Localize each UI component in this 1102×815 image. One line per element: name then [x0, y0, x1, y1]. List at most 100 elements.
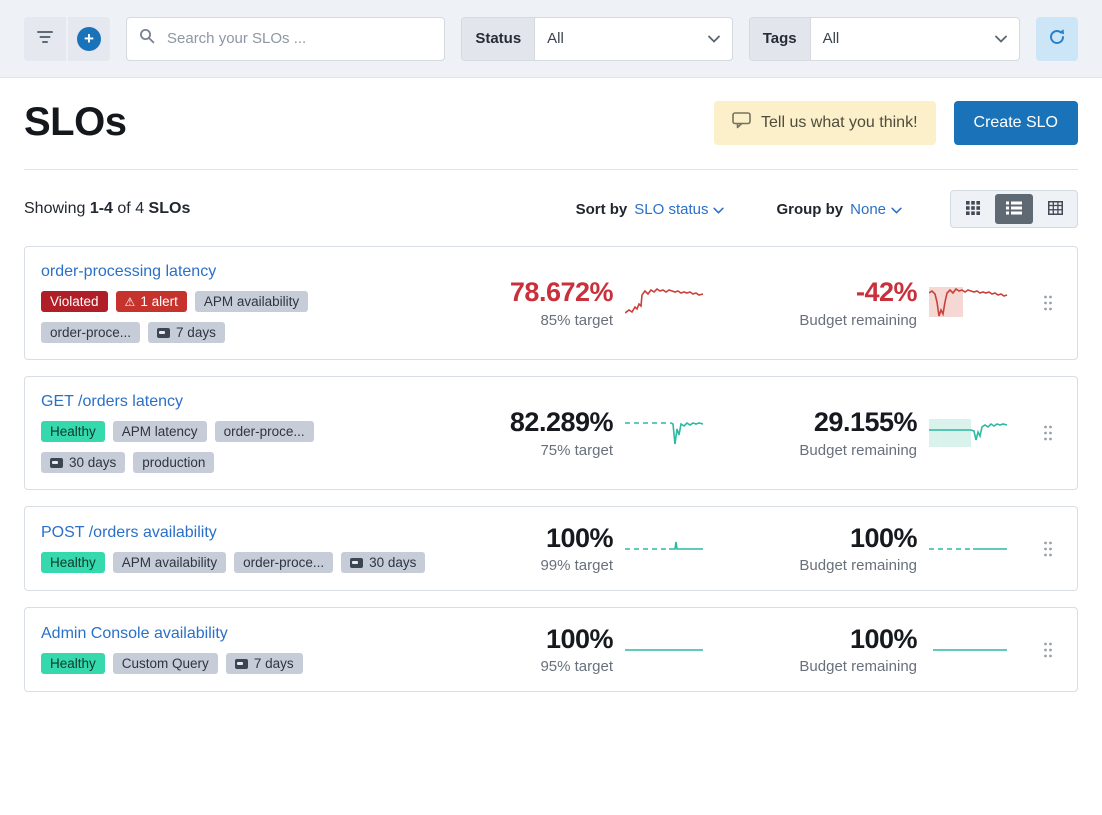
budget-sparkline	[929, 419, 1008, 447]
sort-by-label: Sort by	[575, 200, 628, 218]
tag[interactable]: Custom Query	[112, 653, 218, 675]
time-window-tag[interactable]: 7 days	[148, 322, 225, 343]
sli-sparkline	[625, 541, 703, 550]
budget-metric: 100% Budget remaining	[739, 523, 917, 574]
refresh-button[interactable]	[1036, 16, 1078, 61]
budget-sparkline	[929, 287, 1008, 317]
filter-button[interactable]	[24, 16, 66, 61]
time-window-icon	[50, 457, 63, 468]
top-filter-bar: + Status All Tags All	[0, 0, 1102, 78]
status-badge[interactable]: Violated	[41, 291, 108, 312]
tags-filter-label: Tags	[749, 17, 811, 60]
time-window-label: 7 days	[253, 656, 294, 672]
kebab-menu-button[interactable]	[1035, 633, 1061, 667]
tag-row: Healthy APM latency order-proce...	[41, 421, 455, 442]
tag-row: order-proce... 7 days	[41, 322, 455, 343]
view-grid-button[interactable]	[954, 194, 992, 224]
slo-title-link[interactable]: Admin Console availability	[41, 625, 228, 643]
budget-sparkline	[929, 547, 1007, 550]
sli-target: 85% target	[540, 311, 613, 329]
create-slo-button[interactable]: Create SLO	[953, 100, 1078, 145]
tags-filter-select[interactable]: All	[811, 18, 1019, 60]
status-filter: Status All	[461, 16, 733, 61]
sli-value: 78.672%	[509, 277, 614, 308]
slo-title-link[interactable]: GET /orders latency	[41, 393, 183, 410]
time-window-tag[interactable]: 7 days	[225, 653, 303, 675]
slo-card: GET /orders latency Healthy APM latency …	[24, 376, 1078, 490]
tag[interactable]: order-proce...	[234, 552, 334, 574]
chevron-down-icon	[995, 30, 1007, 47]
slo-card: Admin Console availability Healthy Custo…	[24, 607, 1078, 693]
tag[interactable]: production	[133, 452, 215, 473]
budget-label: Budget remaining	[799, 658, 917, 676]
chevron-down-icon	[891, 201, 902, 218]
view-table-button[interactable]	[1036, 194, 1074, 224]
page-header: SLOs Tell us what you think! Create SLO	[0, 78, 1102, 145]
feedback-label: Tell us what you think!	[760, 113, 918, 131]
view-list-button[interactable]	[995, 194, 1033, 224]
sli-sparkline	[625, 421, 704, 445]
tag[interactable]: APM availability	[112, 552, 227, 574]
speech-bubble-icon	[732, 111, 751, 134]
kebab-menu-button[interactable]	[1035, 286, 1061, 320]
time-window-label: 30 days	[69, 455, 117, 470]
kebab-icon	[1044, 295, 1052, 311]
feedback-button[interactable]: Tell us what you think!	[713, 100, 936, 145]
add-filter-button[interactable]: +	[68, 16, 110, 61]
group-by-value: None	[850, 200, 886, 218]
slo-title-link[interactable]: POST /orders availability	[41, 524, 217, 542]
list-toolbar: Showing 1-4 of 4 SLOs Sort by SLO status…	[24, 190, 1078, 228]
time-window-label: 30 days	[369, 555, 417, 571]
budget-label: Budget remaining	[799, 557, 917, 575]
budget-metric: -42% Budget remaining	[739, 277, 917, 328]
kebab-menu-button[interactable]	[1035, 532, 1061, 566]
tag[interactable]: APM availability	[194, 291, 309, 312]
budget-metric: 29.155% Budget remaining	[739, 407, 917, 458]
status-filter-select[interactable]: All	[535, 18, 732, 60]
page-title: SLOs	[24, 100, 127, 144]
tag[interactable]: APM latency	[112, 421, 207, 442]
status-badge[interactable]: Healthy	[41, 552, 105, 574]
budget-value: 100%	[849, 523, 918, 553]
chevron-down-icon	[713, 201, 725, 218]
view-toggle	[950, 190, 1078, 228]
budget-metric: 100% Budget remaining	[739, 624, 917, 675]
alert-badge[interactable]: ⚠ 1 alert	[115, 291, 187, 312]
showing-count: Showing 1-4 of 4 SLOs	[24, 200, 190, 218]
sort-by-value: SLO status	[634, 200, 709, 218]
time-window-icon	[157, 327, 171, 338]
sli-value: 82.289%	[509, 407, 614, 438]
time-window-icon	[234, 658, 248, 669]
status-badge[interactable]: Healthy	[41, 421, 105, 442]
header-divider	[24, 169, 1078, 170]
sli-metric: 100% 95% target	[463, 624, 613, 675]
group-by-select[interactable]: None	[850, 201, 902, 218]
sli-metric: 82.289% 75% target	[463, 407, 614, 459]
filter-icon	[37, 30, 53, 47]
kebab-menu-button[interactable]	[1035, 416, 1061, 450]
sli-value: 100%	[545, 523, 614, 553]
search-icon	[139, 28, 155, 49]
kebab-icon	[1044, 425, 1052, 441]
sort-by-select[interactable]: SLO status	[634, 200, 725, 218]
header-actions: Tell us what you think! Create SLO	[713, 100, 1078, 145]
tag[interactable]: order-proce...	[41, 322, 141, 343]
slo-card-list: order-processing latency Violated ⚠ 1 al…	[24, 246, 1078, 693]
chevron-down-icon	[707, 30, 720, 47]
time-window-tag[interactable]: 30 days	[341, 552, 426, 574]
search-input[interactable]	[165, 29, 433, 48]
tags-filter: Tags All	[748, 16, 1021, 61]
tag[interactable]: order-proce...	[214, 421, 314, 442]
budget-label: Budget remaining	[799, 311, 917, 329]
slo-title-link[interactable]: order-processing latency	[41, 263, 217, 280]
tag-row: Violated ⚠ 1 alert APM availability	[41, 291, 455, 312]
refresh-icon	[1048, 28, 1066, 49]
showing-unit: SLOs	[148, 200, 191, 217]
sli-target: 75% target	[540, 441, 613, 459]
status-badge[interactable]: Healthy	[41, 653, 105, 675]
time-window-tag[interactable]: 30 days	[41, 452, 126, 473]
showing-range: 1-4	[89, 200, 113, 217]
showing-of: of 4	[117, 200, 145, 217]
slo-card-info: Admin Console availability Healthy Custo…	[41, 625, 463, 675]
budget-value: 100%	[849, 624, 918, 655]
